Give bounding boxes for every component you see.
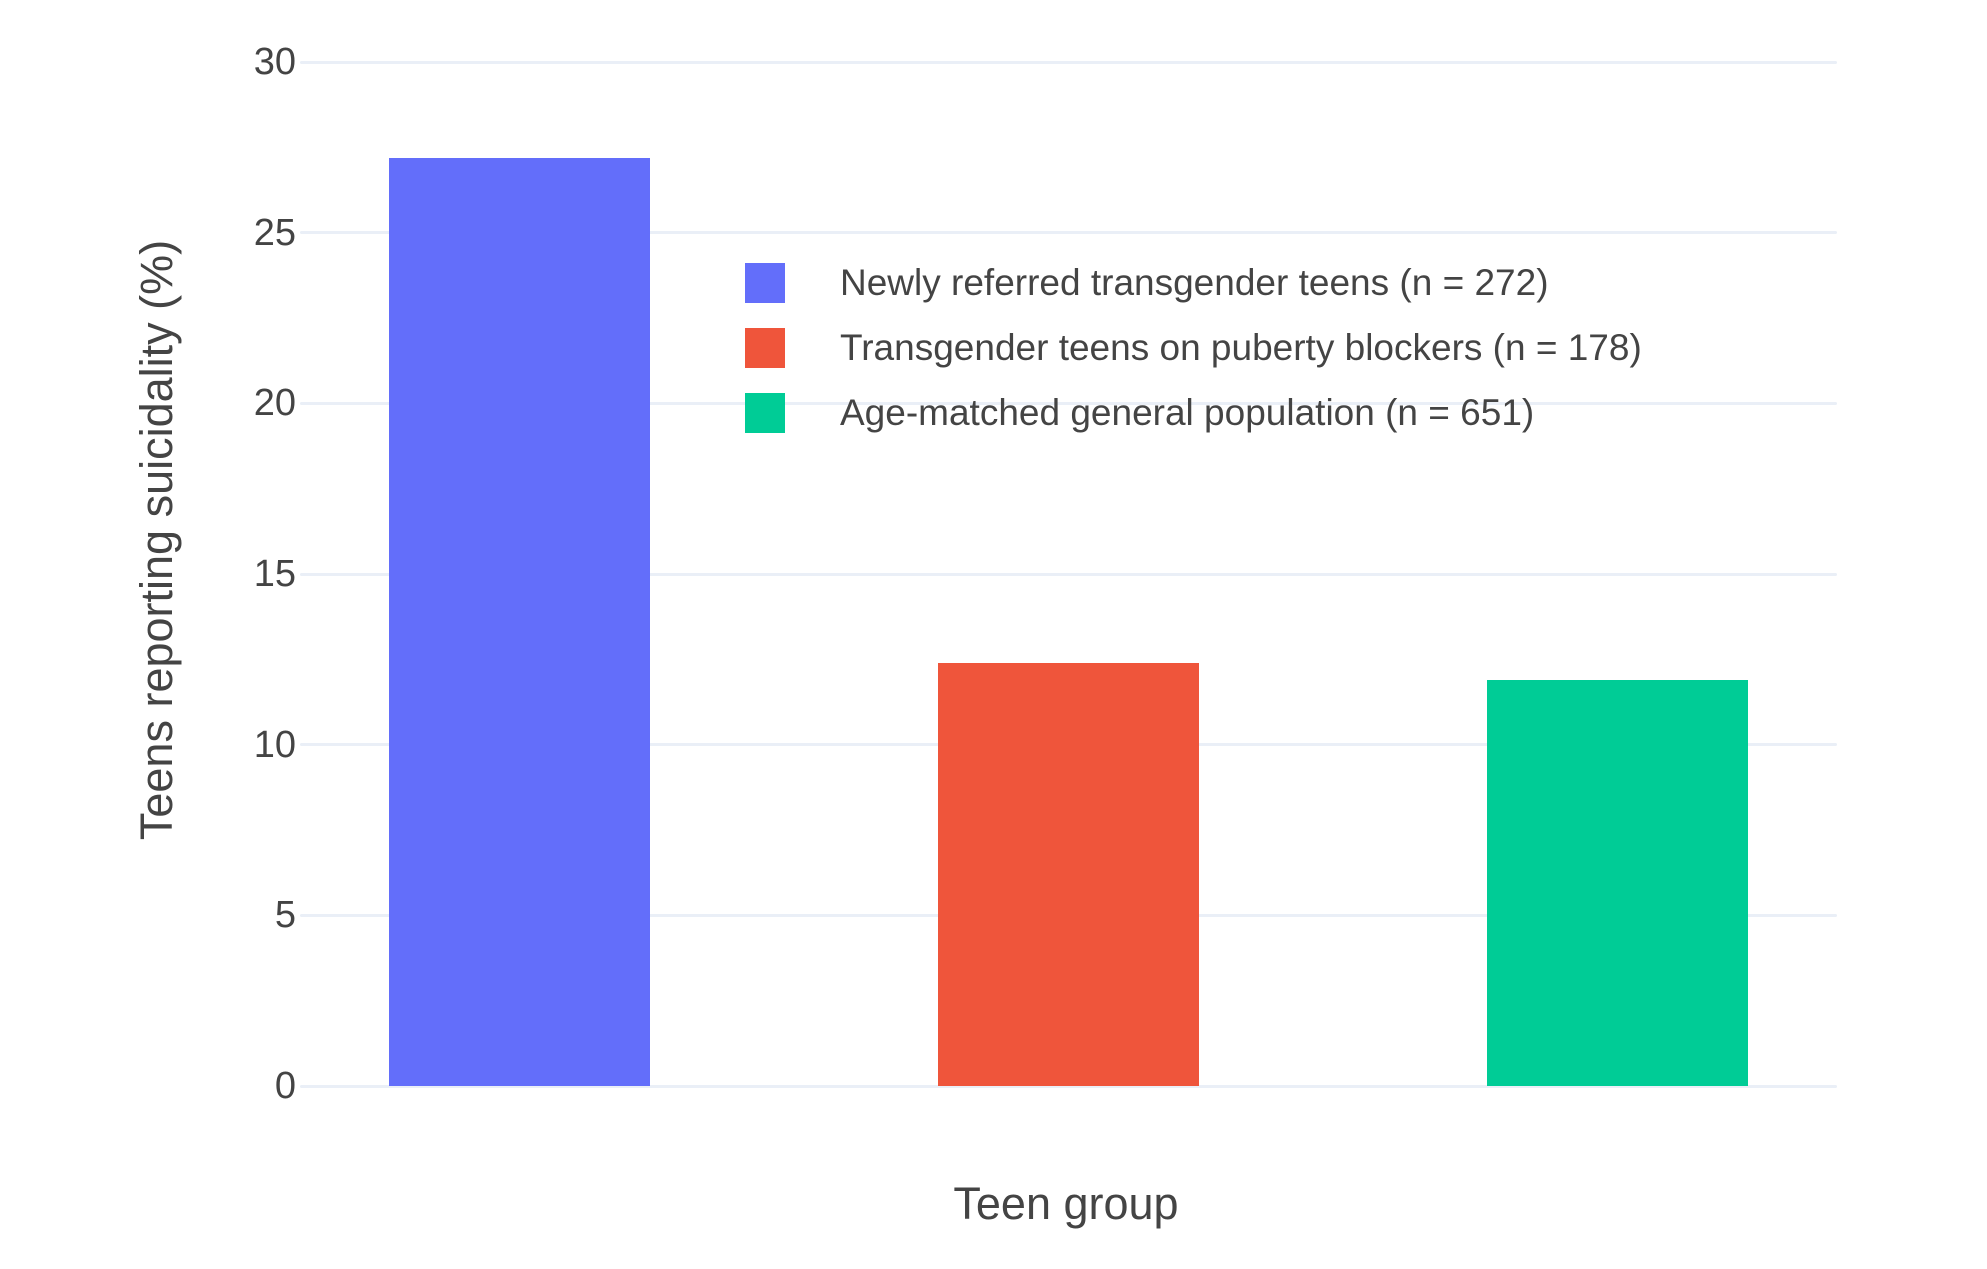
gridline-y-30 xyxy=(300,60,1837,64)
legend-label: Transgender teens on puberty blockers (n… xyxy=(840,326,1642,368)
gridline-y-20 xyxy=(300,401,1837,405)
y-tick-label-30: 30 xyxy=(253,41,296,83)
legend-swatch-icon xyxy=(745,327,785,368)
bar-general-population xyxy=(1487,679,1748,1086)
y-tick-label-20: 20 xyxy=(253,382,296,425)
y-tick-label-5: 5 xyxy=(274,894,296,937)
legend-swatch-icon xyxy=(745,392,785,433)
y-tick-label-0: 0 xyxy=(274,1065,296,1107)
y-tick-label-15: 15 xyxy=(253,553,296,595)
x-axis-title: Teen group xyxy=(953,1178,1179,1229)
y-tick-label-10: 10 xyxy=(253,723,296,766)
legend-label: Newly referred transgender teens (n = 27… xyxy=(840,261,1549,303)
bar-puberty-blockers xyxy=(938,662,1199,1086)
legend-item-puberty-blockers: Transgender teens on puberty blockers (n… xyxy=(745,315,1642,380)
gridline-y-15 xyxy=(300,572,1837,576)
y-tick-label-25: 25 xyxy=(253,211,296,254)
gridline-y-0 xyxy=(300,1084,1837,1088)
legend-item-general-population: Age-matched general population (n = 651) xyxy=(745,380,1642,445)
gridline-y-25 xyxy=(300,231,1837,235)
bar-newly-referred xyxy=(389,157,650,1086)
legend-label: Age-matched general population (n = 651) xyxy=(840,391,1535,433)
legend-item-newly-referred: Newly referred transgender teens (n = 27… xyxy=(745,250,1642,315)
legend: Newly referred transgender teens (n = 27… xyxy=(745,250,1642,445)
legend-swatch-icon xyxy=(745,262,785,303)
